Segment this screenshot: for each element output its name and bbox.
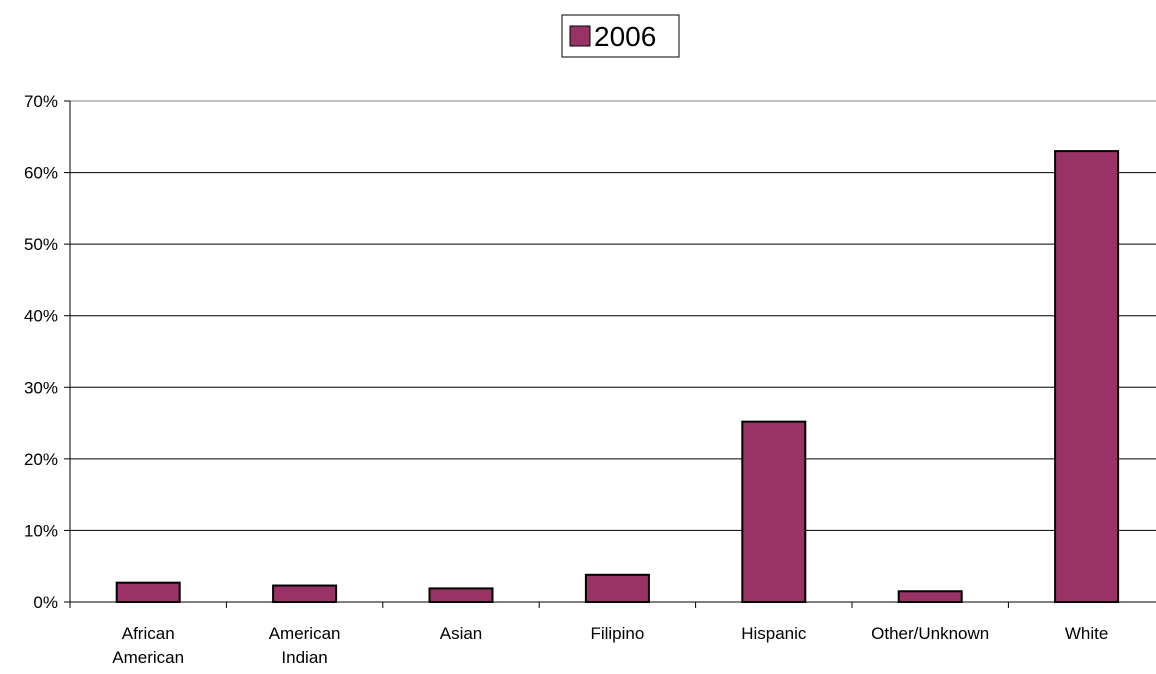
x-tick-label: Filipino — [590, 624, 644, 643]
y-tick-label: 0% — [33, 593, 58, 612]
x-tick-label: Other/Unknown — [871, 624, 989, 643]
bar — [584, 573, 650, 603]
bar — [272, 584, 338, 604]
x-tick-label: American — [112, 648, 184, 667]
x-tick-label: American — [269, 624, 341, 643]
y-axis-tick-labels: 0% 10% 20% 30% 40% 50% 60% 70% — [24, 92, 58, 612]
bar — [741, 420, 807, 604]
bars — [115, 150, 1120, 604]
bar — [428, 587, 494, 603]
legend: 2006 — [561, 14, 680, 58]
bar — [115, 581, 181, 604]
y-tick-label: 50% — [24, 235, 58, 254]
y-tick-label: 20% — [24, 450, 58, 469]
bar — [897, 590, 963, 603]
x-tick-label: African — [122, 624, 175, 643]
y-tick-label: 10% — [24, 521, 58, 540]
x-tick-label: Asian — [440, 624, 483, 643]
x-tick-label: White — [1065, 624, 1108, 643]
axes — [64, 100, 1156, 608]
y-tick-label: 40% — [24, 307, 58, 326]
bar — [1054, 150, 1120, 603]
x-tick-label: Indian — [281, 648, 327, 667]
gridlines — [70, 100, 1156, 531]
y-tick-label: 30% — [24, 378, 58, 397]
legend-swatch — [569, 25, 591, 47]
y-tick-label: 60% — [24, 164, 58, 183]
x-tick-label: Hispanic — [741, 624, 807, 643]
y-tick-label: 70% — [24, 92, 58, 111]
legend-label: 2006 — [594, 21, 656, 52]
x-axis-tick-labels: African American American Indian Asian Filipi… — [112, 624, 1108, 667]
